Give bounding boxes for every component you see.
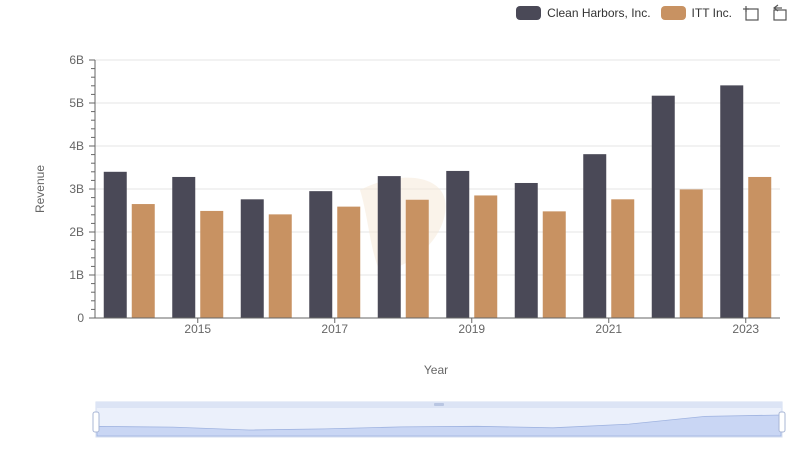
legend-swatch-clean-harbors <box>516 6 542 20</box>
bar-itt-2015 <box>200 210 224 318</box>
bar-itt-2020 <box>542 211 566 318</box>
x-tick-label: 2021 <box>595 322 622 336</box>
x-axis-label: Year <box>424 363 448 377</box>
y-tick-label: 5B <box>69 96 84 110</box>
zoom-preview-area <box>96 414 782 437</box>
x-tick-label: 2019 <box>458 322 485 336</box>
bar-itt-2023 <box>748 176 772 318</box>
bar-clean-harbors-2018 <box>377 176 401 318</box>
zoom-drag-bar[interactable] <box>434 403 444 406</box>
legend-label-itt: ITT Inc. <box>691 6 732 20</box>
x-tick-label: 2023 <box>732 322 759 336</box>
y-axis-label: Revenue <box>33 165 47 213</box>
zoom-handle-right[interactable] <box>778 411 786 433</box>
grid-lines <box>95 59 780 276</box>
y-tick-label: 3B <box>69 182 84 196</box>
bar-clean-harbors-2016 <box>240 199 264 318</box>
legend-label-clean-harbors: Clean Harbors, Inc. <box>547 6 651 20</box>
bar-clean-harbors-2023 <box>720 85 744 319</box>
bar-itt-2016 <box>268 214 292 318</box>
legend: Clean Harbors, Inc. ITT Inc. <box>516 4 788 22</box>
bar-clean-harbors-2020 <box>514 182 538 318</box>
data-zoom-slider[interactable] <box>92 401 786 438</box>
bar-itt-2018 <box>405 199 429 318</box>
bar-clean-harbors-2021 <box>583 154 607 318</box>
x-tick-label: 2015 <box>184 322 211 336</box>
bar-itt-2022 <box>679 189 703 318</box>
bars <box>103 85 772 319</box>
legend-item-clean-harbors[interactable]: Clean Harbors, Inc. <box>516 6 651 20</box>
y-tick-label: 1B <box>69 268 84 282</box>
axes: 0 1B 2B 3B 4B 5B 6B 2015 2017 2019 2021 2023 <box>69 53 780 336</box>
bar-itt-2019 <box>474 195 498 318</box>
bar-clean-harbors-2022 <box>651 95 675 318</box>
zoom-select-icon[interactable] <box>742 4 760 22</box>
y-tick-label: 2B <box>69 225 84 239</box>
watermark <box>360 177 446 272</box>
zoom-handle-left[interactable] <box>92 411 100 433</box>
bar-itt-2017 <box>337 206 361 318</box>
y-tick-label: 0 <box>77 311 84 325</box>
bar-clean-harbors-2015 <box>172 176 196 318</box>
y-tick-label: 6B <box>69 53 84 67</box>
bar-clean-harbors-2019 <box>446 170 470 318</box>
legend-swatch-itt <box>660 6 686 20</box>
bar-itt-2021 <box>611 199 635 318</box>
restore-icon[interactable] <box>770 4 788 22</box>
bar-itt-2014 <box>131 204 155 318</box>
legend-item-itt[interactable]: ITT Inc. <box>660 6 732 20</box>
y-tick-label: 4B <box>69 139 84 153</box>
bar-clean-harbors-2017 <box>309 191 333 318</box>
bar-clean-harbors-2014 <box>103 171 127 318</box>
x-tick-label: 2017 <box>321 322 348 336</box>
